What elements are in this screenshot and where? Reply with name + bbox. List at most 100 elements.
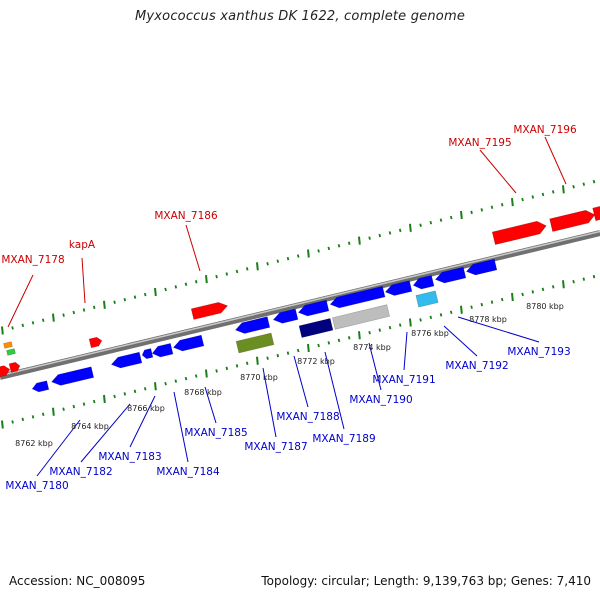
tick-mark [592,274,596,279]
tick-mark [439,218,443,222]
tick-mark [541,192,545,197]
scale-label: 8762 kbp [15,439,53,448]
tick-mark [256,262,259,271]
tick-mark [133,295,137,299]
gene-arrow [31,380,50,393]
leader-line [204,386,217,424]
tick-mark [184,282,188,287]
tick-mark [409,318,412,327]
tick-mark [541,287,545,292]
gene-features [0,205,600,393]
gene-arrow [465,258,498,276]
gene-label-reverse: MXAN_7191 [372,374,435,386]
gene-arrow [190,302,229,320]
tick-mark [429,220,433,225]
tick-mark [531,195,535,199]
gene-label-reverse: MXAN_7188 [276,411,339,423]
tick-mark [572,279,575,284]
tick-mark [103,394,106,404]
tick-mark [480,302,484,307]
leader-line [185,224,201,272]
gene-label-reverse: MXAN_7185 [184,427,247,439]
tick-mark [184,376,188,381]
tick-mark [276,353,280,358]
tick-mark [286,351,290,355]
tick-mark [11,420,14,424]
tick-mark [266,356,269,360]
tick-mark [1,326,4,335]
gene-arrow [415,290,439,308]
scale-label: 8778 kbp [469,315,507,324]
tick-mark [123,297,127,302]
accession-text: Accession: NC_008095 [9,574,146,588]
gene-arrow [234,316,271,334]
scale-labels: 8762 kbp 8764 kbp 8766 kbp 8768 kbp 8770 kbp… [15,302,564,448]
tick-mark [92,399,96,404]
tick-mark [41,412,45,417]
tick-mark [592,179,596,184]
tick-mark [143,292,147,297]
gene-label-reverse: MXAN_7189 [312,433,375,445]
scale-label: 8768 kbp [184,388,222,397]
gene-arrow [549,209,596,232]
tick-mark [480,208,484,212]
scale-label: 8766 kbp [127,404,165,413]
tick-mark [470,210,473,215]
leader-line [368,342,382,391]
tick-mark [582,182,586,186]
genome-summary-text: Topology: circular; Length: 9,139,763 bp… [261,574,591,588]
tick-mark [500,297,504,302]
tick-mark [511,292,514,302]
gene-label-reverse: MXAN_7180 [5,480,68,492]
gene-arrow [141,348,154,360]
tick-mark [21,417,25,422]
tick-mark [103,300,106,309]
gene-label-reverse: MXAN_7184 [156,466,220,478]
tick-mark [174,379,178,383]
tick-mark [582,277,586,281]
tick-mark [164,381,167,386]
gene-arrow [329,285,386,309]
leader-line [443,325,478,357]
tick-mark [82,402,86,406]
gene-label-reverse: MXAN_7190 [349,394,412,406]
tick-mark [164,287,167,292]
tick-mark [113,300,116,304]
tick-mark [337,244,341,248]
tick-mark [388,231,392,235]
tick-mark [52,313,55,322]
tick-mark [551,285,555,289]
tick-mark [41,318,45,322]
tick-mark [307,343,310,353]
tick-mark [368,330,371,335]
tick-mark [327,341,331,345]
gene-arrow [151,342,174,358]
tick-mark [388,325,392,330]
tick-mark [317,343,320,348]
tick-mark [531,290,535,294]
tick-mark [245,267,249,271]
gene-label-forward: MXAN_7195 [448,137,511,149]
gene-label-forward: kapA [69,239,96,251]
tick-mark [429,315,433,320]
scale-label: 8776 kbp [411,329,449,338]
tick-mark [92,305,96,310]
tick-mark [11,326,14,330]
tick-mark [562,185,565,194]
gene-label-forward: MXAN_7186 [154,210,218,222]
tick-mark [205,275,208,284]
tick-mark [490,300,494,304]
tick-mark [286,256,290,261]
tick-mark [276,259,280,263]
gene-label-reverse: MXAN_7182 [49,466,112,478]
tick-mark [307,249,310,258]
leader-line [36,419,81,477]
gene-arrow [51,366,95,386]
tick-mark [133,389,137,394]
tick-mark [31,415,35,419]
tick-mark [154,287,157,297]
scale-label: 8772 kbp [297,357,335,366]
tick-mark [521,197,524,202]
tick-mark [215,369,218,373]
